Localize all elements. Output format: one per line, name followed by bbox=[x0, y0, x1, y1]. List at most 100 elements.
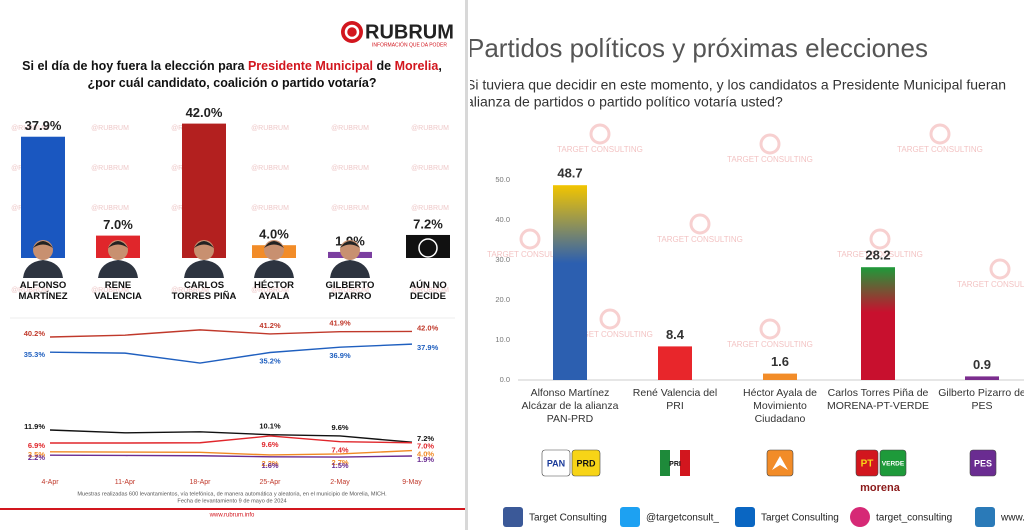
pri-green bbox=[660, 450, 670, 476]
watermark: @RUBRUM bbox=[251, 287, 289, 294]
x-tick-label: 4-Apr bbox=[41, 479, 59, 486]
social-handle: Target Consulting bbox=[761, 513, 839, 524]
value-label: 1.6% bbox=[261, 461, 278, 470]
trend-line bbox=[49, 429, 413, 443]
value-label: 35.3% bbox=[24, 350, 46, 359]
social-handle: Target Consulting bbox=[529, 513, 607, 524]
watermark: @RUBRUM bbox=[91, 125, 129, 132]
title-part: de bbox=[376, 59, 392, 73]
watermark: @RUBRUM bbox=[331, 287, 369, 294]
watermark: TARGET CONSULTING bbox=[727, 340, 813, 349]
category-label: Carlos Torres Piña de MORENA-PT-VERDE bbox=[826, 387, 930, 412]
chart-title: Si el día de hoy fuera la elección para … bbox=[12, 58, 452, 92]
value-label: 2.7% bbox=[331, 458, 348, 467]
footnote: Fecha de levantamiento 9 de mayo de 2024 bbox=[177, 498, 286, 504]
watermark: @RUBRUM bbox=[331, 205, 369, 212]
value-label: 9.6% bbox=[331, 423, 348, 432]
category-label: Gilberto Pizarro de PES bbox=[938, 387, 1024, 412]
trend-line bbox=[49, 343, 413, 364]
bar bbox=[406, 234, 450, 258]
y-tick-label: 10.0 bbox=[495, 335, 510, 344]
photo-body bbox=[254, 260, 294, 278]
x-tick-label: 2-May bbox=[330, 479, 350, 486]
value-label: 42.0% bbox=[186, 105, 223, 120]
bar bbox=[763, 373, 797, 380]
chart-subtitle: alianza de partidos o partido político v… bbox=[470, 94, 783, 110]
value-label: 7.2% bbox=[417, 434, 434, 443]
social-icon bbox=[975, 507, 995, 527]
photo-hair bbox=[108, 241, 128, 248]
logo-name: RUBRUM bbox=[365, 21, 454, 43]
value-label: 1.5% bbox=[331, 461, 348, 470]
value-label: 2.3% bbox=[261, 459, 278, 468]
y-tick-label: 30.0 bbox=[495, 255, 510, 264]
trend-line bbox=[50, 435, 413, 444]
silhouette bbox=[418, 238, 438, 258]
value-label: 1.6 bbox=[771, 354, 789, 369]
trend-line bbox=[49, 329, 413, 338]
photo-body bbox=[330, 260, 370, 278]
social-icon bbox=[620, 507, 640, 527]
value-label: 4.0% bbox=[259, 227, 289, 242]
watermark: @RUBRUM bbox=[91, 205, 129, 212]
party-logo bbox=[969, 449, 997, 477]
value-label: 2.2% bbox=[28, 453, 45, 462]
rubrum-panel: RUBRUM INFORMACIÓN QUE DA PODER Muestras… bbox=[0, 0, 465, 530]
y-tick-label: 0.0 bbox=[500, 375, 510, 384]
photo-body bbox=[184, 260, 224, 278]
url: www.rubrum.info bbox=[209, 513, 255, 519]
value-label: 7.0% bbox=[417, 442, 434, 451]
target-chart: Partidos políticos y próximas elecciones… bbox=[470, 33, 1024, 527]
trend-line bbox=[49, 454, 413, 458]
value-label: 48.7 bbox=[557, 166, 582, 181]
bar bbox=[553, 185, 587, 380]
x-tick-label: 9-May bbox=[402, 479, 422, 486]
value-label: 36.9% bbox=[329, 351, 351, 360]
y-tick-label: 40.0 bbox=[495, 215, 510, 224]
watermark-icon bbox=[589, 123, 611, 145]
party-logo bbox=[855, 449, 879, 477]
value-label: 28.2 bbox=[865, 248, 890, 263]
watermark-icon bbox=[759, 318, 781, 340]
x-tick-label: 11-Apr bbox=[115, 479, 136, 486]
party-logo-text: morena bbox=[860, 482, 901, 494]
candidate-name: GILBERTO PIZARRO bbox=[325, 280, 375, 302]
party-logo bbox=[541, 449, 571, 477]
social-icon bbox=[503, 507, 523, 527]
watermark: TARGET CONSULTING bbox=[557, 145, 643, 154]
watermark: TARGET CONSULTING bbox=[837, 250, 923, 259]
value-label: 40.2% bbox=[24, 329, 46, 338]
watermark-icon bbox=[929, 123, 951, 145]
chart-subtitle: Si tuviera que decidir en este momento, … bbox=[470, 77, 1006, 93]
photo-body bbox=[98, 260, 138, 278]
title-part: Si el día de hoy fuera la elección para bbox=[22, 59, 245, 73]
target-panel: Partidos políticos y próximas elecciones… bbox=[470, 0, 1024, 530]
watermark: @RUBRUM bbox=[251, 125, 289, 132]
candidate-name: CARLOS TORRES PIÑA bbox=[171, 280, 237, 302]
watermark: @RUBRUM bbox=[11, 125, 49, 132]
watermark: @RUBRUM bbox=[91, 165, 129, 172]
social-handle: target_consulting bbox=[876, 513, 952, 524]
party-logo bbox=[571, 449, 601, 477]
mc-eagle bbox=[772, 456, 788, 470]
watermark-icon bbox=[989, 258, 1011, 280]
logo-mark bbox=[341, 21, 363, 43]
watermark: @RUBRUM bbox=[411, 205, 449, 212]
value-label: 0.9 bbox=[973, 357, 991, 372]
bar bbox=[861, 267, 895, 380]
value-label: 41.9% bbox=[329, 319, 351, 328]
social-icon bbox=[850, 507, 870, 527]
watermark: TARGET CONSULTING bbox=[957, 280, 1024, 289]
bar bbox=[182, 123, 226, 258]
value-label: 6.9% bbox=[28, 441, 45, 450]
category-label: Alfonso Martínez Alcázar de la alianza P… bbox=[521, 387, 619, 425]
value-label: 42.0% bbox=[417, 323, 439, 332]
value-label: 11.9% bbox=[24, 422, 45, 431]
x-tick-label: 18-Apr bbox=[189, 479, 211, 486]
watermark: @RUBRUM bbox=[91, 287, 129, 294]
watermark: @RUBRUM bbox=[331, 125, 369, 132]
bar bbox=[658, 346, 692, 380]
watermark: TARGET CONSULTING bbox=[657, 235, 743, 244]
watermark: TARGET CONSULTING bbox=[487, 250, 573, 259]
party-logo-text: PES bbox=[974, 458, 992, 468]
